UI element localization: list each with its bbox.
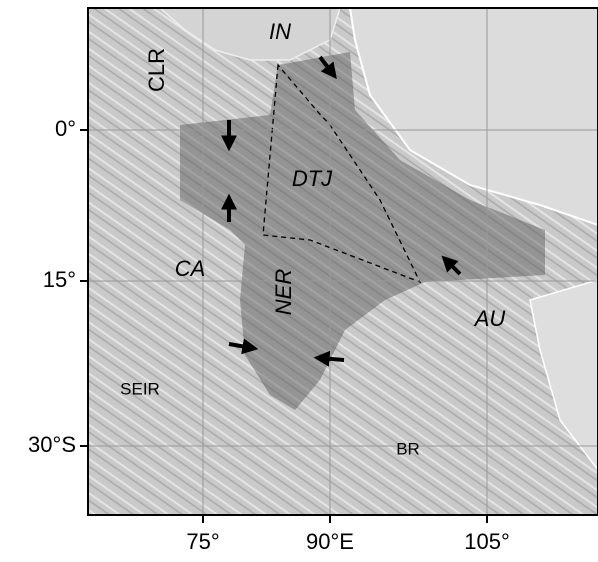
region-label: DTJ	[292, 166, 333, 191]
region-label: SEIR	[120, 379, 160, 398]
x-tick-label: 105°	[464, 529, 510, 554]
region-label: CLR	[144, 48, 169, 92]
map-area	[88, 8, 598, 515]
region-label: BR	[396, 439, 420, 458]
map-frame	[87, 7, 598, 516]
region-label: NER	[271, 269, 296, 316]
land-southeast-asia	[348, 8, 598, 227]
land-australia	[529, 279, 598, 472]
region-label: IN	[269, 19, 291, 44]
dtj-boundary	[262, 63, 422, 284]
x-tick-label: 75°	[186, 529, 219, 554]
land-india	[158, 8, 341, 61]
motion-arrows	[221, 55, 462, 367]
region-label: AU	[473, 306, 506, 331]
y-tick-label: 15°	[43, 267, 76, 292]
region-label: CA	[175, 256, 206, 281]
graticule	[88, 8, 598, 515]
y-tick-label: 0°	[55, 116, 76, 141]
y-tick-label: 30°S	[28, 432, 76, 457]
tick-marks	[80, 129, 488, 523]
x-tick-label: 90°E	[306, 529, 354, 554]
